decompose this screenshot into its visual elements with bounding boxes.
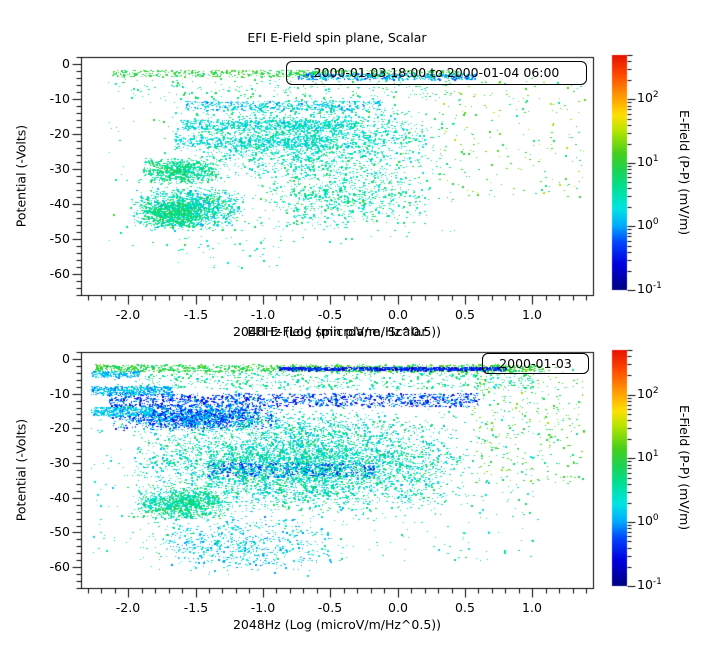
plot2-title: EFI E-Field spin plane, Scalar [247,324,427,339]
plot2-x-tick-label: 0.5 [455,600,475,615]
plot2-y-tick-label: -10 [49,386,70,401]
plot2-legend-text: 2000-01-03 [499,356,572,371]
plot2-x-tick-label: 1.0 [522,600,542,615]
plot2-colorbar-label: E-Field (P-P) (mV/m) [677,405,692,531]
plot1-y-tick-label: -20 [49,126,70,141]
plot1-x-tick-label: 0.0 [388,307,408,322]
plot2-y-tick-label: -40 [49,490,70,505]
plot1-x-tick-label: -0.5 [317,307,343,322]
plot2-colorbar-tick-label: 101 [637,449,659,465]
plot1-x-tick-label: 1.0 [522,307,542,322]
plot1-title: EFI E-Field spin plane, Scalar [247,30,427,45]
plot1-colorbar-tick-label: 101 [637,154,659,170]
plot1-x-axis-label: 2048Hz (Log (microV/m/Hz^0.5)) [232,324,442,339]
plot2-x-tick-label: -1.0 [250,600,276,615]
plot2-x-tick-label: -0.5 [317,600,343,615]
plot1-colorbar-tick-label: 10-1 [637,281,662,297]
plot2-y-tick-label: -30 [49,455,70,470]
plot1-y-tick-label: 0 [62,56,70,71]
plot1-y-tick-label: -60 [49,266,70,281]
plot1-legend-text: 2000-01-03 18:00 to 2000-01-04 06:00 [313,65,560,80]
plot2-y-tick-label: 0 [62,351,70,366]
plot2-legend-box: 2000-01-03 [482,353,589,374]
plot2-x-tick-label: -2.0 [115,600,141,615]
plot2-y-tick-label: -50 [49,524,70,539]
plot2-x-tick-label: -1.5 [183,600,209,615]
plot2-x-tick-label: 0.0 [388,600,408,615]
plot1-colorbar-tick-label: 102 [637,90,659,106]
plot1-y-tick-label: -30 [49,161,70,176]
plot2-colorbar-tick-label: 102 [637,386,659,402]
plot2-y-tick-label: -20 [49,420,70,435]
plot2-x-axis-label: 2048Hz (Log (microV/m/Hz^0.5)) [232,617,442,632]
plot2-y-tick-label: -60 [49,559,70,574]
plot1-x-tick-label: -1.0 [250,307,276,322]
plot1-y-tick-label: -40 [49,196,70,211]
plot1-colorbar-label: E-Field (P-P) (mV/m) [677,109,692,236]
plot1-y-tick-label: -10 [49,91,70,106]
plot2-colorbar-tick-label: 100 [637,513,659,529]
plot2-colorbar-tick-label: 10-1 [637,577,662,593]
plot1-legend-box: 2000-01-03 18:00 to 2000-01-04 06:00 [286,61,587,85]
plot1-y-tick-label: -50 [49,231,70,246]
plot1-x-tick-label: -2.0 [115,307,141,322]
plot1-colorbar-tick-label: 100 [637,217,659,233]
plot1-x-tick-label: 0.5 [455,307,475,322]
plot1-x-tick-label: -1.5 [183,307,209,322]
